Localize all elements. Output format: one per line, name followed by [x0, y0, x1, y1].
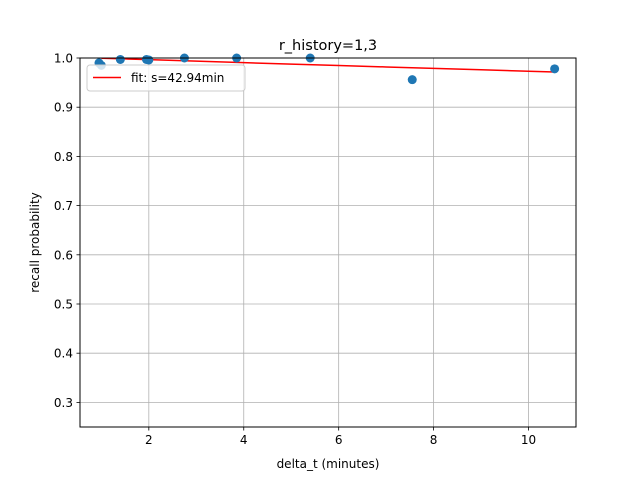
- y-tick-label: 0.4: [54, 347, 73, 361]
- y-tick-label: 0.8: [54, 150, 73, 164]
- x-tick-label: 10: [521, 433, 536, 447]
- x-tick-label: 4: [240, 433, 248, 447]
- x-axis-ticks: 2 4 6 8 10: [145, 427, 536, 447]
- data-point: [115, 54, 125, 64]
- x-tick-label: 6: [335, 433, 343, 447]
- axes-frame: [79, 57, 577, 428]
- y-tick-label: 0.6: [54, 248, 73, 262]
- y-axis-label: recall probability: [28, 192, 42, 293]
- y-tick-label: 0.3: [54, 396, 73, 410]
- y-tick-label: 1.0: [54, 52, 73, 66]
- legend-box: [86, 64, 246, 92]
- x-axis-label: delta_t (minutes): [277, 457, 380, 471]
- y-axis-ticks: 0.3 0.4 0.5 0.6 0.7 0.8 0.9 1.0: [54, 52, 80, 410]
- grid: [80, 57, 576, 427]
- data-point: [550, 64, 560, 74]
- data-point: [407, 75, 417, 85]
- plot-area: [79, 53, 577, 428]
- y-tick-label: 0.9: [54, 101, 73, 115]
- y-tick-label: 0.7: [54, 199, 73, 213]
- chart-title: r_history=1,3: [279, 38, 377, 54]
- y-tick-label: 0.5: [54, 298, 73, 312]
- data-point: [144, 55, 154, 65]
- legend: fit: s=42.94min: [86, 64, 246, 92]
- x-tick-label: 2: [145, 433, 153, 447]
- x-tick-label: 8: [430, 433, 438, 447]
- legend-fit-label: fit: s=42.94min: [131, 71, 224, 85]
